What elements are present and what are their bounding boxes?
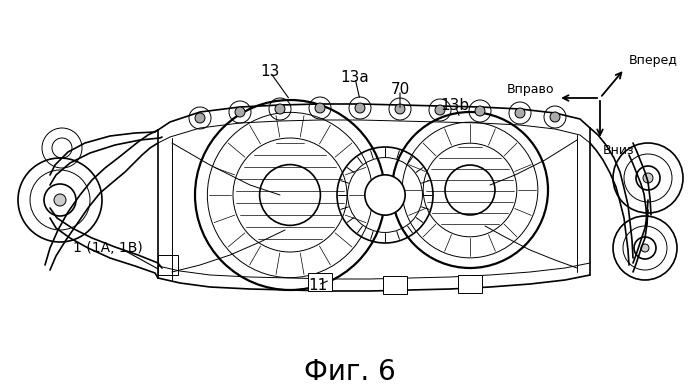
Circle shape (275, 104, 285, 114)
Circle shape (475, 106, 485, 116)
Circle shape (365, 175, 405, 215)
Bar (458, 275, 482, 293)
Circle shape (390, 280, 400, 290)
Text: 13a: 13a (341, 71, 370, 85)
Circle shape (515, 108, 525, 118)
Circle shape (355, 103, 365, 113)
Bar (158, 255, 178, 275)
Text: 70: 70 (391, 83, 409, 98)
Circle shape (643, 173, 653, 183)
Circle shape (465, 279, 475, 289)
Text: 13: 13 (260, 64, 280, 80)
Text: 1 (1A, 1В): 1 (1A, 1В) (73, 241, 143, 255)
Circle shape (54, 194, 66, 206)
Circle shape (195, 113, 205, 123)
Circle shape (550, 112, 560, 122)
Text: Вниз: Вниз (603, 144, 635, 157)
Circle shape (260, 165, 321, 225)
Bar (383, 276, 407, 294)
Circle shape (315, 277, 325, 287)
Bar (308, 273, 332, 291)
Circle shape (445, 165, 495, 215)
Text: 11: 11 (309, 278, 328, 292)
Text: 13b: 13b (440, 98, 470, 112)
Text: Вправо: Вправо (507, 83, 554, 96)
Text: Вперед: Вперед (629, 54, 678, 67)
Circle shape (235, 107, 245, 117)
Circle shape (641, 244, 649, 252)
Circle shape (395, 104, 405, 114)
Circle shape (435, 105, 445, 115)
Circle shape (315, 103, 325, 113)
Text: Фиг. 6: Фиг. 6 (304, 358, 396, 386)
